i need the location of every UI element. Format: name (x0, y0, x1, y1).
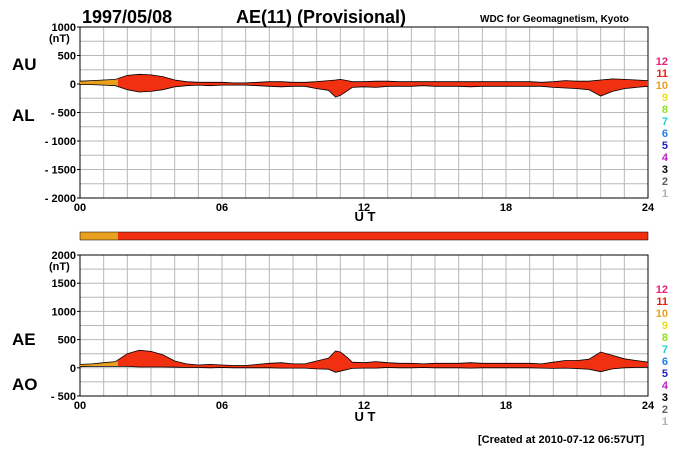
panel1-ytick-label: - 500 (51, 108, 76, 120)
panel2-ae-line (79, 349, 649, 366)
station-count-1: 1 (662, 416, 668, 428)
panel2-ao-line (79, 365, 649, 373)
panel1-ytick-label: - 1500 (45, 165, 76, 177)
panel1-xtick-label: 06 (216, 202, 228, 214)
ae-label: AE (12, 330, 36, 349)
panel1-ytick-label: - 2000 (45, 193, 76, 205)
panel2-ytick-label: - 500 (51, 391, 76, 403)
station-count-4: 4 (662, 380, 669, 392)
station-count-12: 12 (656, 284, 668, 296)
panel1-au-line (79, 73, 649, 84)
panel1-ytick-label: 1000 (52, 22, 76, 34)
panel1-xtick-label: 12 (358, 202, 370, 214)
panel2-ytick-label: 0 (70, 363, 76, 375)
station-count-9: 9 (662, 320, 668, 332)
station-count-10: 10 (656, 80, 668, 92)
title: AE(11) (Provisional) (236, 7, 406, 27)
station-count-7: 7 (662, 116, 668, 128)
al-label: AL (12, 106, 35, 125)
panel2-ytick-label: 1500 (52, 278, 76, 290)
panel2-frame (79, 254, 649, 397)
panel1-ylabel: (nT) (49, 33, 70, 45)
panel2-xtick-label: 06 (216, 400, 228, 412)
station-count-12: 12 (656, 56, 668, 68)
station-count-7: 7 (662, 344, 668, 356)
date-label: 1997/05/08 (82, 7, 172, 27)
panel2-band-red (117, 350, 648, 373)
panel2-xtick-label: 24 (642, 400, 655, 412)
station-count-5: 5 (662, 368, 668, 380)
station-count-6: 6 (662, 128, 668, 140)
station-count-2: 2 (662, 404, 668, 416)
panel1-ytick-label: 0 (70, 79, 76, 91)
panel1-ytick-label: 500 (58, 51, 76, 63)
station-bar-red (117, 232, 648, 240)
panel2-xtick-label: 12 (358, 400, 370, 412)
panel1-xlabel: U T (355, 209, 376, 224)
station-count-9: 9 (662, 92, 668, 104)
panel1-xtick-label: 24 (642, 202, 655, 214)
station-bar-orange (80, 232, 118, 240)
created-timestamp: [Created at 2010-07-12 06:57UT] (478, 434, 645, 446)
panel1-band-red (117, 74, 648, 98)
panel1-xtick-label: 18 (500, 202, 512, 214)
station-count-2: 2 (662, 176, 668, 188)
panel2-ytick-label: 1000 (52, 306, 76, 318)
panel1-xtick-label: 00 (74, 202, 86, 214)
au-label: AU (12, 55, 37, 74)
panel2-xlabel: U T (355, 409, 376, 424)
station-count-1: 1 (662, 188, 668, 200)
institution-label: WDC for Geomagnetism, Kyoto (480, 14, 629, 25)
station-count-11: 11 (656, 296, 668, 308)
station-count-8: 8 (662, 104, 668, 116)
panel2-xtick-label: 00 (74, 400, 86, 412)
panel2-ytick-label: 500 (58, 335, 76, 347)
panel2-ylabel: (nT) (49, 261, 70, 273)
panel1-ytick-label: - 1000 (45, 136, 76, 148)
station-count-5: 5 (662, 140, 668, 152)
ao-label: AO (12, 375, 38, 394)
panel2-ytick-label: 2000 (52, 250, 76, 262)
station-count-6: 6 (662, 356, 668, 368)
panel2-xtick-label: 18 (500, 400, 512, 412)
station-count-11: 11 (656, 68, 668, 80)
station-count-4: 4 (662, 152, 669, 164)
station-count-10: 10 (656, 308, 668, 320)
station-count-3: 3 (662, 164, 668, 176)
station-bar-frame (79, 231, 649, 241)
station-count-3: 3 (662, 392, 668, 404)
panel1-al-line (80, 84, 649, 98)
station-count-8: 8 (662, 332, 668, 344)
